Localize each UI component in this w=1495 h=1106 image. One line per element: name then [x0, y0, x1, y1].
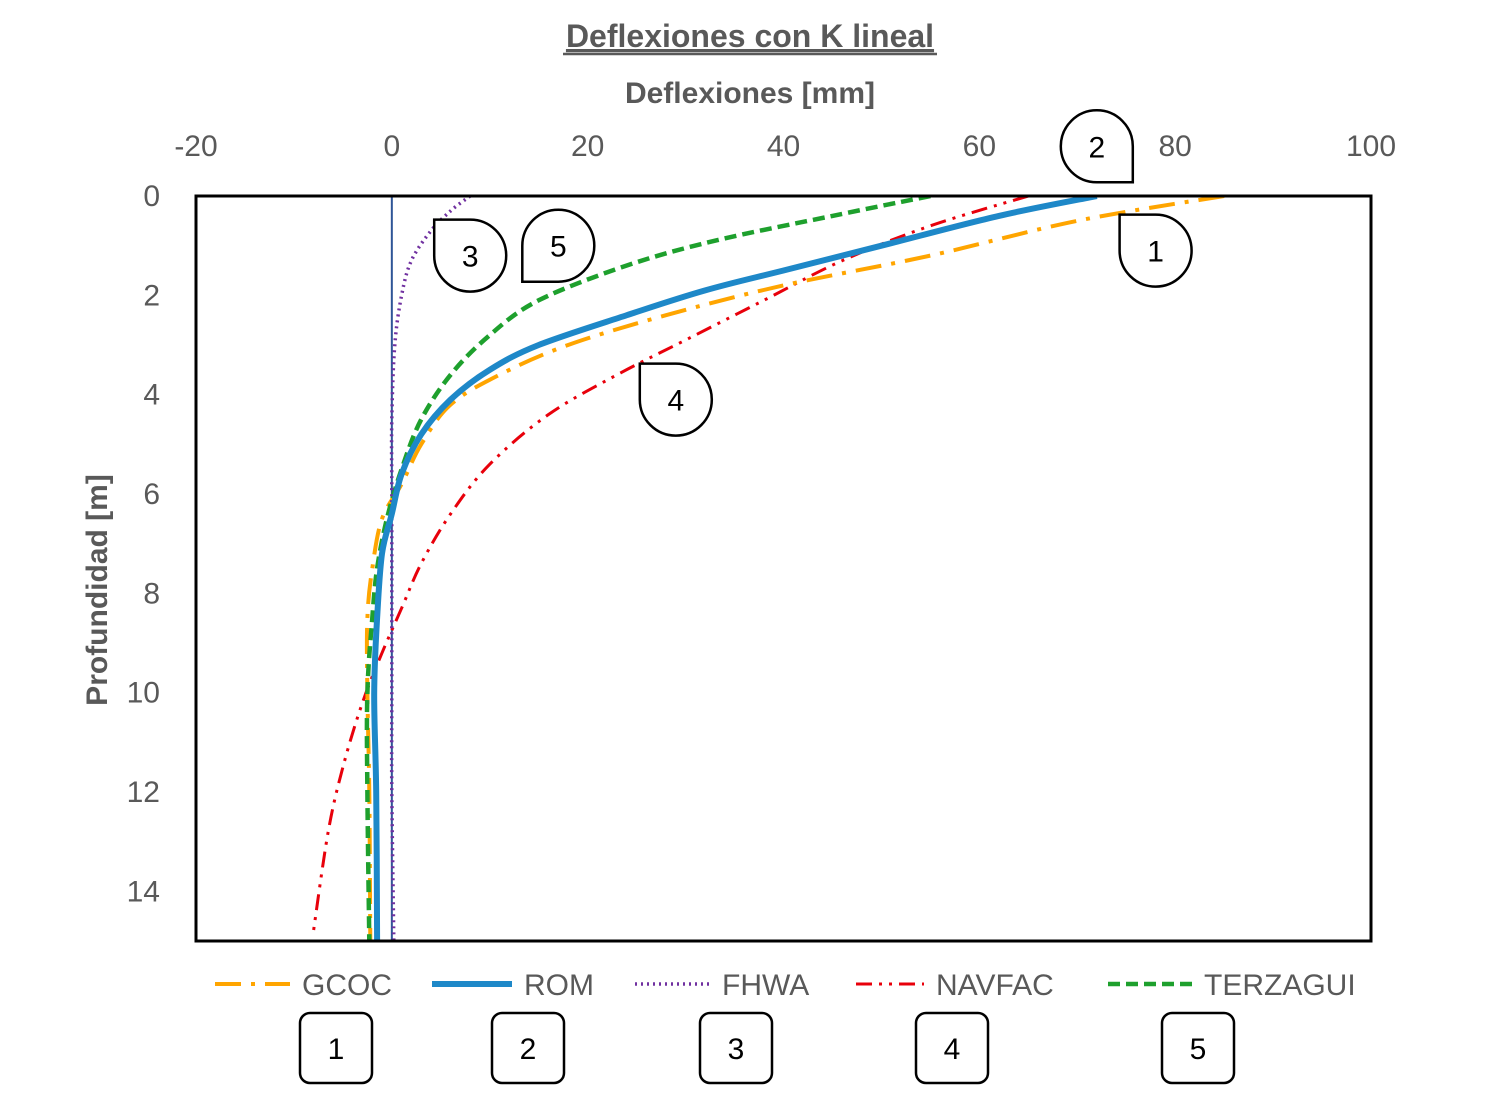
legend-badge-4: 4 [914, 1011, 990, 1085]
y-tick-label: 6 [143, 478, 160, 511]
y-tick-labels: 0 2 4 6 8 10 12 14 [127, 180, 160, 908]
legend-label: GCOC [302, 969, 392, 1002]
y-tick-label: 0 [143, 180, 160, 213]
y-tick-label: 4 [143, 379, 160, 412]
legend-item-rom: ROM [432, 969, 594, 1002]
badge-number: 3 [728, 1033, 745, 1066]
x-tick-label: 100 [1346, 130, 1396, 163]
badge-number: 5 [1190, 1033, 1207, 1066]
legend-badge-1: 1 [298, 1011, 374, 1085]
legend-badge-2: 2 [490, 1011, 566, 1085]
x-tick-label: 40 [767, 130, 800, 163]
x-tick-label: 80 [1158, 130, 1191, 163]
legend-label: NAVFAC [936, 969, 1054, 1002]
series-line-terzagui [364, 196, 931, 941]
series-layer [312, 196, 1225, 941]
y-axis-label: Profundidad [m] [81, 474, 114, 706]
callout-number: 4 [667, 385, 684, 418]
legend-number-badges: 1 2 3 4 5 [298, 1011, 1236, 1085]
callout-number: 3 [462, 241, 479, 274]
badge-box [914, 1011, 990, 1085]
callout-5: 5 [521, 208, 596, 283]
legend: GCOC ROM FHWA NAVFAC TERZAGUI [215, 969, 1356, 1002]
x-axis-label: Deflexiones [mm] [625, 77, 875, 110]
badge-box [490, 1011, 566, 1085]
callout-4: 4 [638, 362, 714, 437]
callout-layer: 1 2 3 5 4 [432, 109, 1193, 437]
callout-shape [1059, 109, 1135, 184]
legend-badge-5: 5 [1160, 1011, 1236, 1085]
callout-number: 5 [550, 231, 567, 264]
callout-number: 2 [1088, 131, 1105, 164]
badge-box [298, 1011, 374, 1085]
y-tick-label: 2 [143, 279, 160, 312]
legend-item-gcoc: GCOC [215, 969, 392, 1002]
callout-2: 2 [1059, 109, 1135, 184]
series-line-navfac [312, 196, 1029, 932]
legend-label: FHWA [722, 969, 809, 1002]
badge-box [1160, 1011, 1236, 1085]
callout-shape [521, 208, 596, 283]
x-tick-label: 20 [571, 130, 604, 163]
x-tick-label: 60 [963, 130, 996, 163]
series-line-rom [371, 196, 1098, 941]
badge-number: 1 [328, 1033, 345, 1066]
x-tick-labels: -20 0 20 40 60 80 100 [174, 130, 1396, 163]
callout-shape [1118, 213, 1193, 288]
badge-number: 2 [520, 1033, 537, 1066]
legend-badge-3: 3 [698, 1011, 774, 1085]
legend-item-terzagui: TERZAGUI [1108, 969, 1356, 1002]
plot-area-frame [194, 194, 1373, 943]
y-tick-label: 8 [143, 577, 160, 610]
x-tick-label: 0 [383, 130, 400, 163]
callout-number: 1 [1147, 236, 1164, 269]
y-tick-label: 14 [127, 875, 160, 908]
badge-box [698, 1011, 774, 1085]
callout-1: 1 [1118, 213, 1193, 288]
y-tick-label: 12 [127, 776, 160, 809]
legend-label: ROM [524, 969, 594, 1002]
y-tick-label: 10 [127, 677, 160, 710]
chart-title: Deflexiones con K lineal [566, 18, 934, 54]
callout-3: 3 [432, 218, 508, 293]
callout-shape [638, 362, 714, 437]
x-tick-label: -20 [174, 130, 217, 163]
legend-item-fhwa: FHWA [635, 969, 809, 1002]
badge-number: 4 [944, 1033, 961, 1066]
legend-label: TERZAGUI [1204, 969, 1356, 1002]
callout-shape [432, 218, 508, 293]
legend-item-navfac: NAVFAC [856, 969, 1054, 1002]
